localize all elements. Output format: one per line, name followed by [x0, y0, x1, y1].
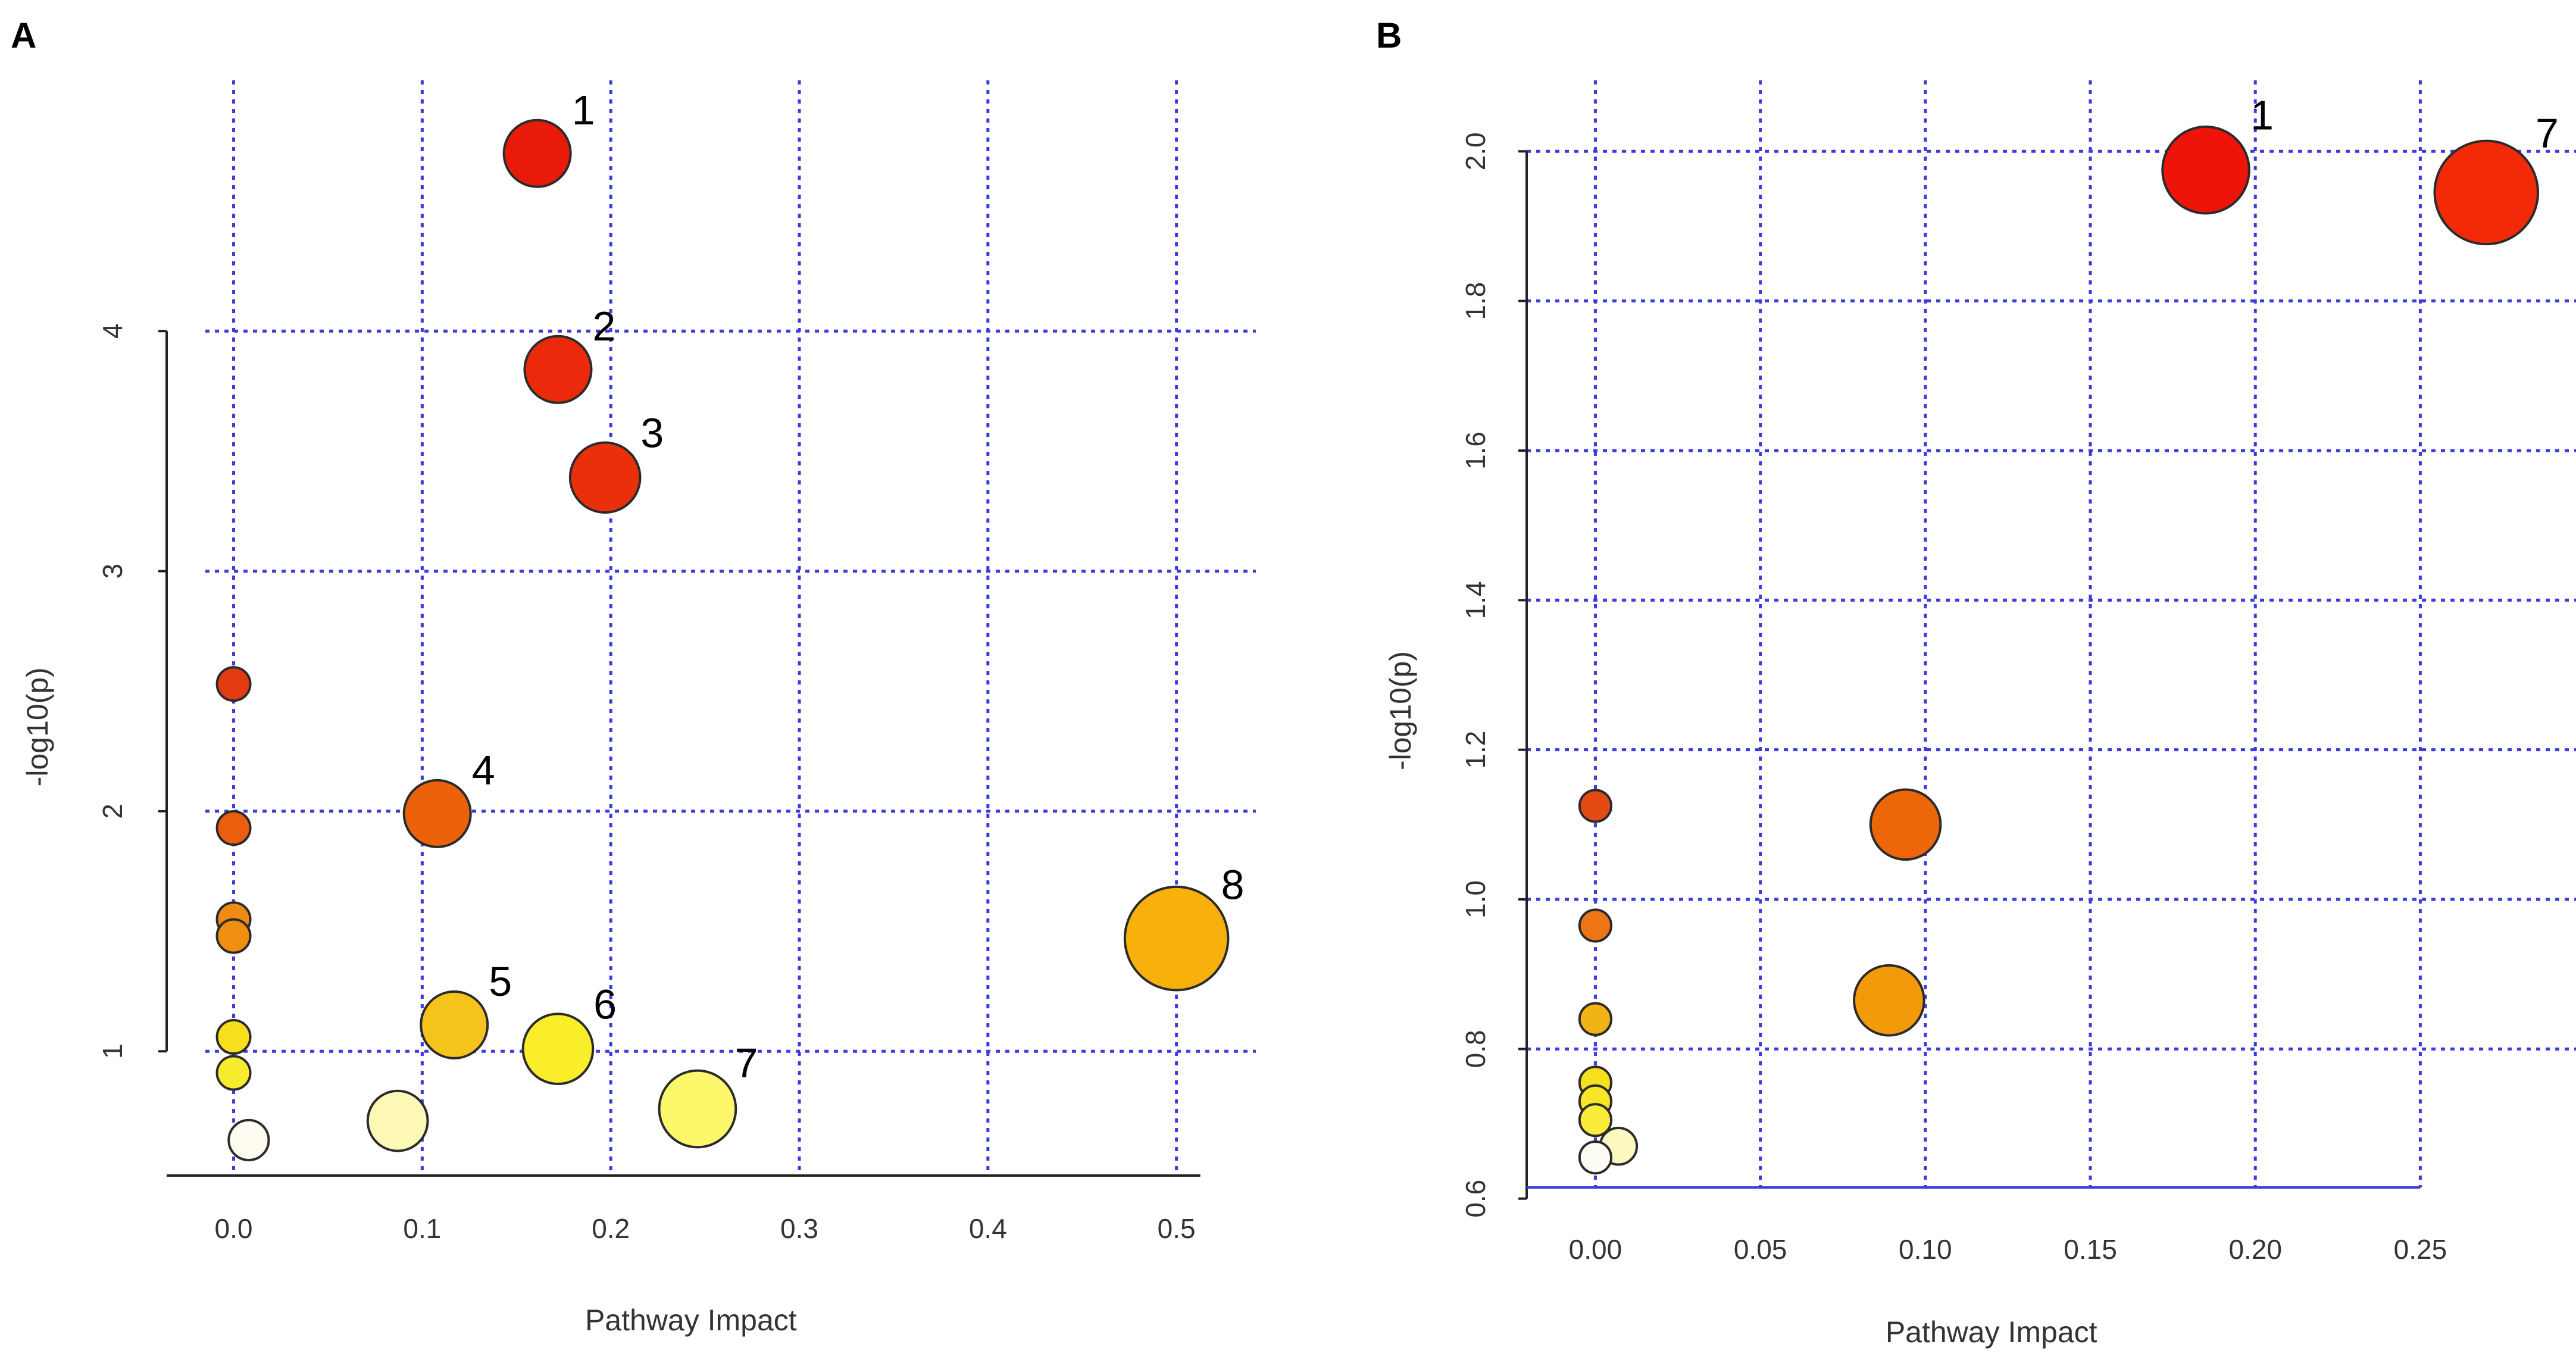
x-tick-label: 0.15	[2064, 1234, 2117, 1265]
data-point	[1578, 908, 1613, 943]
y-tick-label: 3	[97, 564, 128, 579]
data-point	[215, 1019, 252, 1055]
y-tick-label: 1.8	[1460, 282, 1491, 320]
data-point	[1578, 1002, 1613, 1036]
panel-letter: B	[1376, 15, 1402, 55]
data-point	[402, 779, 472, 848]
data-point	[1869, 788, 1942, 861]
y-axis-title: -log10(p)	[21, 667, 54, 786]
y-tick-label: 1.4	[1460, 581, 1491, 619]
y-tick-label: 0.8	[1460, 1030, 1491, 1068]
y-tick-label: 0.6	[1460, 1180, 1491, 1218]
x-tick-label: 0.5	[1158, 1213, 1196, 1244]
data-point	[523, 335, 593, 404]
x-tick-label: 0.2	[592, 1213, 630, 1244]
x-tick-label: 0.4	[969, 1213, 1007, 1244]
point-annotation: 1	[572, 87, 595, 133]
data-point	[420, 990, 489, 1059]
data-point	[2161, 125, 2250, 215]
x-tick-label: 0.10	[1899, 1234, 1952, 1265]
x-tick-label: 0.3	[780, 1213, 818, 1244]
data-point	[2433, 139, 2540, 246]
y-tick-label: 1	[97, 1043, 128, 1059]
point-annotation: 7	[2536, 110, 2559, 157]
data-point	[658, 1069, 737, 1149]
data-point	[215, 918, 252, 954]
data-point	[1123, 885, 1230, 992]
data-point	[568, 441, 642, 514]
data-point	[521, 1012, 595, 1085]
data-point	[1578, 1140, 1613, 1175]
x-axis-title: Pathway Impact	[1886, 1315, 2097, 1349]
x-axis-title: Pathway Impact	[585, 1304, 797, 1337]
panel-a: A 1 2 3 4 0.0 0.1 0.2 0.3 0.4 0.5 Pathway Impact -lo…	[11, 15, 1256, 1337]
panel-b: B 0.6 0.8 1.0 1.2 1.4 1.6 1.8 2.0 0.00 0.05 0.10 0.1…	[1376, 15, 2576, 1349]
data-point	[502, 118, 572, 188]
data-point	[366, 1089, 429, 1152]
data-point	[1578, 789, 1613, 823]
y-tick-label: 1.0	[1460, 880, 1491, 918]
data-point	[1578, 1103, 1613, 1137]
data-point	[215, 666, 252, 702]
point-annotation: 4	[472, 747, 495, 793]
point-annotation: 3	[640, 410, 664, 457]
point-annotation: 5	[489, 958, 512, 1005]
x-tick-label: 0.0	[215, 1213, 253, 1244]
data-point	[1853, 964, 1925, 1037]
y-tick-label: 2.0	[1460, 132, 1491, 170]
x-tick-label: 0.20	[2228, 1234, 2282, 1265]
y-axis-title: -log10(p)	[1384, 651, 1417, 770]
x-tick-label: 0.1	[403, 1213, 441, 1244]
y-tick-label: 1.6	[1460, 432, 1491, 470]
x-tick-label: 0.05	[1734, 1234, 1787, 1265]
point-annotation: 1	[2250, 92, 2274, 139]
y-tick-label: 2	[97, 804, 128, 819]
x-tick-label: 0.25	[2394, 1234, 2447, 1265]
data-point	[215, 1055, 252, 1091]
panel-letter: A	[11, 15, 36, 55]
data-point	[215, 810, 252, 846]
x-tick-label: 0.00	[1569, 1234, 1622, 1265]
y-tick-label: 4	[97, 323, 128, 339]
point-annotation: 2	[593, 303, 616, 349]
y-tick-label: 1.2	[1460, 731, 1491, 769]
point-annotation: 6	[593, 982, 617, 1028]
point-annotation: 7	[735, 1039, 758, 1086]
data-point	[227, 1118, 270, 1162]
point-annotation: 8	[1221, 862, 1245, 908]
